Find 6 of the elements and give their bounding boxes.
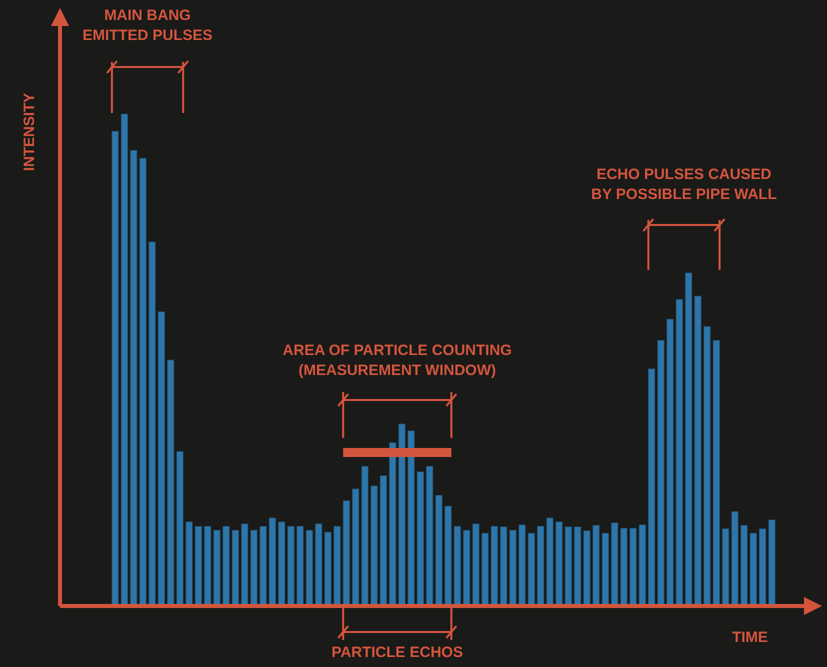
- annotation: ECHO PULSES CAUSED BY POSSIBLE PIPE WALL: [591, 166, 777, 203]
- x-axis-title: TIME: [732, 629, 768, 646]
- annotation: AREA OF PARTICLE COUNTING (MEASUREMENT WINDOW): [282, 342, 512, 379]
- text: MAIN BANG EMITTED PULSES: [82, 7, 213, 44]
- y-axis-title: INTENSITY: [21, 92, 38, 172]
- text: PARTICLE ECHOS: [332, 644, 463, 661]
